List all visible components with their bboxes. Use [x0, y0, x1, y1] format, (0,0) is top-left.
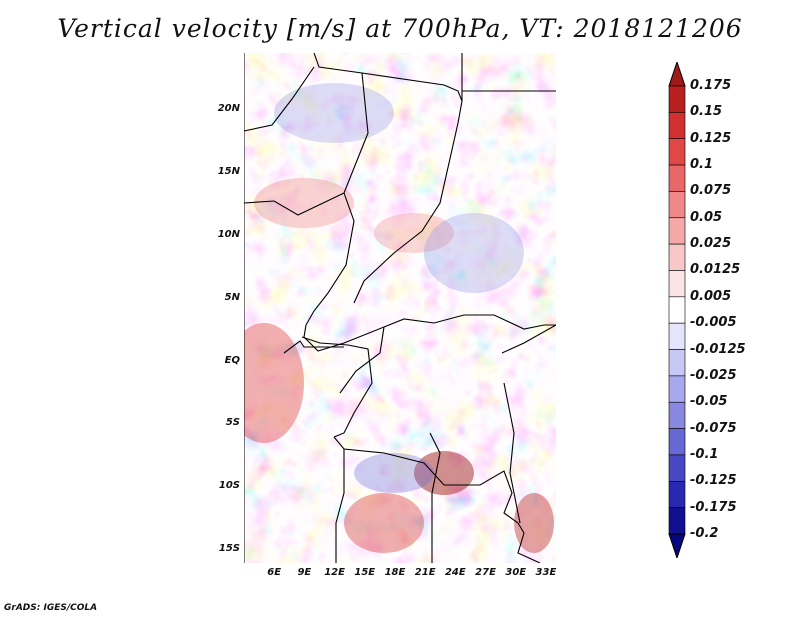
strong-ascent-areas	[244, 83, 554, 553]
lon-tick-label: 21E	[414, 567, 436, 578]
colorbar-swatch	[668, 85, 686, 113]
lat-tick-label: 5S	[225, 417, 240, 429]
colorbar-label: -0.075	[690, 420, 737, 436]
velocity-field	[244, 53, 556, 563]
colorbar-swatch	[668, 217, 686, 245]
lat-tick-label: 15N	[217, 165, 240, 177]
lat-tick-label: 20N	[217, 102, 240, 114]
colorbar-label: -0.0125	[690, 341, 746, 357]
field-blob	[354, 453, 434, 493]
lon-tick-label: 33E	[535, 567, 557, 578]
velocity-map	[244, 53, 556, 563]
lon-tick-label: 15E	[354, 567, 376, 578]
lon-tick-label: 18E	[384, 567, 406, 578]
colorbar	[668, 62, 686, 558]
field-blob	[374, 213, 454, 253]
colorbar-label: -0.05	[690, 394, 728, 410]
field-blob	[514, 493, 554, 553]
lat-tick-label: 5N	[224, 291, 240, 303]
colorbar-label: 0.125	[690, 130, 732, 146]
lat-tick-label: EQ	[224, 354, 240, 366]
colorbar-swatch	[668, 480, 686, 508]
colorbar-swatch	[668, 243, 686, 271]
colorbar-label: 0.075	[690, 183, 732, 199]
colorbar-label: 0.005	[690, 288, 732, 304]
colorbar-label: -0.005	[690, 315, 737, 331]
field-blob	[344, 493, 424, 553]
chart-title: Vertical velocity [m/s] at 700hPa, VT: 2…	[57, 14, 743, 43]
colorbar-label: -0.1	[690, 446, 719, 462]
field-blob	[254, 178, 354, 228]
colorbar-label: -0.175	[690, 499, 737, 515]
colorbar-swatch	[668, 507, 686, 535]
colorbar-swatch	[668, 349, 686, 377]
colorbar-swatch	[668, 191, 686, 219]
lat-tick-label: 10S	[218, 480, 240, 492]
colorbar-label: -0.125	[690, 473, 737, 489]
field-blob	[424, 213, 524, 293]
colorbar-label: 0.15	[690, 104, 723, 120]
lat-tick-label: 15S	[218, 543, 240, 555]
lon-tick-label: 30E	[505, 567, 527, 578]
grads-credit: GrADS: IGES/COLA	[4, 603, 98, 613]
colorbar-swatch	[668, 296, 686, 324]
colorbar-top-arrow	[668, 62, 686, 87]
lon-tick-label: 9E	[297, 567, 312, 578]
colorbar-label: 0.175	[690, 78, 732, 93]
colorbar-swatch	[668, 164, 686, 192]
lon-tick-label: 6E	[267, 567, 282, 578]
colorbar-label: 0.1	[690, 157, 714, 173]
colorbar-swatch	[668, 375, 686, 403]
field-blob	[414, 451, 474, 495]
colorbar-label: 0.025	[690, 236, 732, 252]
field-blob	[244, 323, 304, 443]
colorbar-swatch	[668, 138, 686, 166]
colorbar-label: 0.0125	[690, 262, 741, 278]
colorbar-label: -0.025	[690, 367, 737, 383]
colorbar-swatch	[668, 428, 686, 456]
country-borders	[244, 53, 556, 563]
colorbar-label: -0.2	[690, 526, 719, 541]
field-blob	[274, 83, 394, 143]
lon-tick-label: 24E	[444, 567, 466, 578]
colorbar-bottom-arrow	[668, 533, 686, 558]
lat-tick-label: 10N	[217, 228, 240, 240]
colorbar-swatch	[668, 322, 686, 350]
map-panel	[244, 53, 556, 563]
colorbar-label: 0.05	[690, 209, 723, 225]
colorbar-swatch	[668, 112, 686, 140]
lon-tick-label: 12E	[324, 567, 345, 578]
colorbar-swatch	[668, 454, 686, 482]
colorbar-swatch	[668, 401, 686, 429]
colorbar-swatch	[668, 270, 686, 298]
lon-tick-label: 27E	[475, 567, 496, 578]
